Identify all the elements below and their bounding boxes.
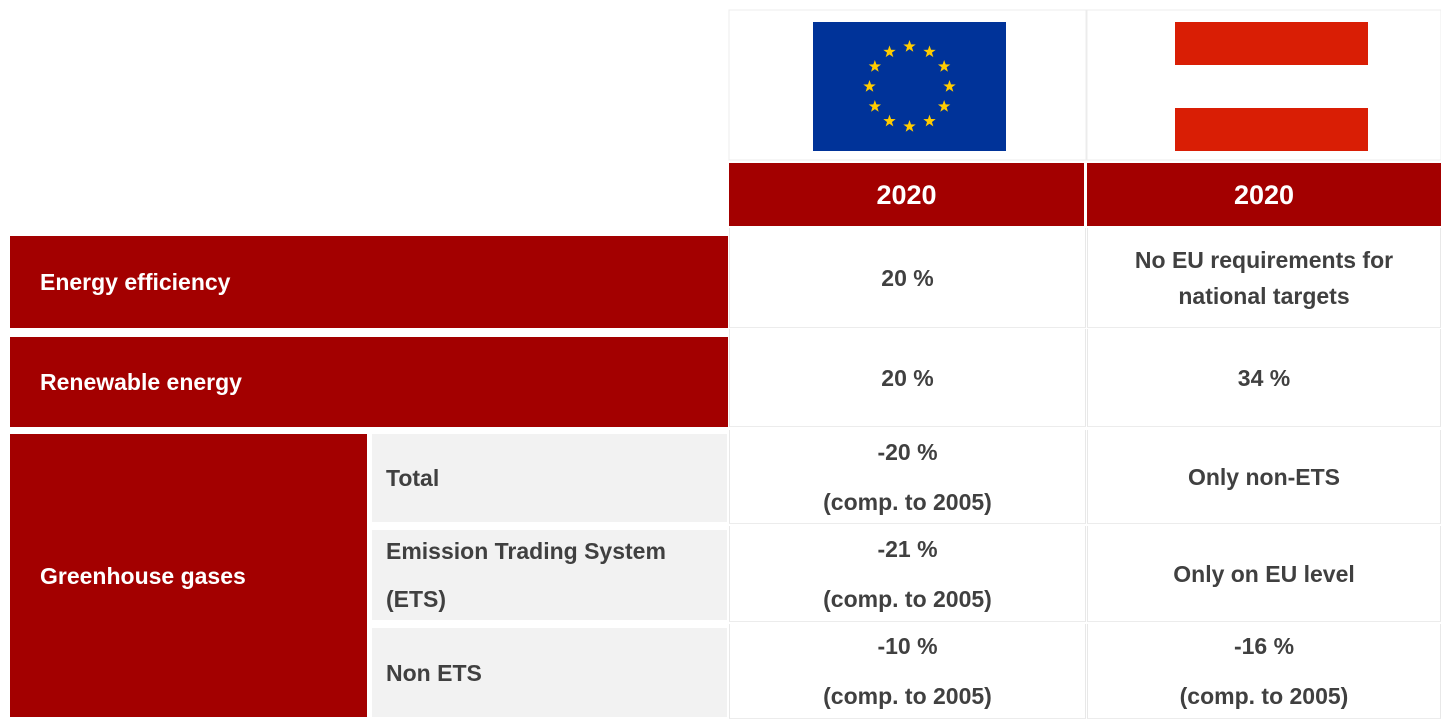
- cell-text: No EU requirements for: [1134, 246, 1394, 273]
- cell-text: 34 %: [1237, 364, 1291, 391]
- row-label: Energy efficiency: [10, 236, 728, 328]
- cell-text: Emission Trading System: [386, 538, 666, 564]
- national-value: No EU requirements for national targets: [1087, 228, 1441, 328]
- cell-text: -16 %: [1233, 633, 1295, 659]
- group-label: Greenhouse gases: [10, 434, 367, 717]
- cell-text: (ETS): [386, 586, 447, 612]
- star: [903, 40, 916, 52]
- star: [863, 80, 876, 92]
- national-value: Only non-ETS: [1087, 430, 1441, 524]
- cell-text: (comp. to 2005): [1179, 683, 1349, 709]
- cell-text: Only non-ETS: [1187, 463, 1341, 490]
- star: [923, 114, 936, 127]
- cell-text: national targets: [1178, 282, 1350, 309]
- cell-text: Only on EU level: [1173, 560, 1355, 587]
- national-value: Only on EU level: [1087, 526, 1441, 622]
- eu-value: -21 % (comp. to 2005): [729, 526, 1086, 622]
- sub-label: Non ETS: [372, 628, 727, 717]
- eu-value: 20 %: [729, 228, 1086, 328]
- cell-text: -10 %: [877, 633, 938, 659]
- eu-value: 20 %: [729, 329, 1086, 427]
- cell-text: (comp. to 2005): [823, 488, 992, 515]
- star: [937, 60, 951, 72]
- cell-text: Non ETS: [386, 659, 482, 686]
- flags: [728, 9, 1441, 161]
- column-header: 2020: [729, 163, 1084, 226]
- cell-text: 2020: [1233, 179, 1295, 210]
- star: [883, 114, 896, 127]
- austria-flag-stripe: [1175, 108, 1368, 151]
- star: [883, 45, 896, 58]
- sub-label: Emission Trading System (ETS): [372, 530, 727, 620]
- star: [868, 100, 882, 112]
- austria-flag-stripe: [1175, 22, 1368, 65]
- cell-text: Renewable energy: [40, 369, 242, 395]
- star: [943, 80, 956, 92]
- sub-label: Total: [372, 434, 727, 522]
- cell-text: 20 %: [881, 264, 934, 291]
- eu-stars: [863, 40, 956, 132]
- cell-text: 2020: [876, 179, 937, 210]
- star: [937, 100, 951, 112]
- cell-text: -20 %: [877, 438, 938, 465]
- star: [923, 45, 936, 58]
- cell-text: (comp. to 2005): [823, 683, 992, 709]
- column-header: 2020: [1087, 163, 1441, 226]
- cell-text: Energy efficiency: [40, 269, 231, 295]
- row-label: Renewable energy: [10, 337, 728, 427]
- national-value: 34 %: [1087, 329, 1441, 427]
- cell-text: Greenhouse gases: [40, 562, 246, 589]
- star: [868, 60, 882, 72]
- cell-text: -21 %: [877, 535, 938, 562]
- cell-text: 20 %: [881, 364, 934, 391]
- cell-text: (comp. to 2005): [823, 585, 992, 612]
- national-value: -16 % (comp. to 2005): [1087, 624, 1441, 719]
- cell-text: Total: [386, 465, 440, 491]
- eu-value: -20 % (comp. to 2005): [729, 430, 1086, 524]
- star: [903, 120, 916, 132]
- eu-value: -10 % (comp. to 2005): [729, 624, 1086, 719]
